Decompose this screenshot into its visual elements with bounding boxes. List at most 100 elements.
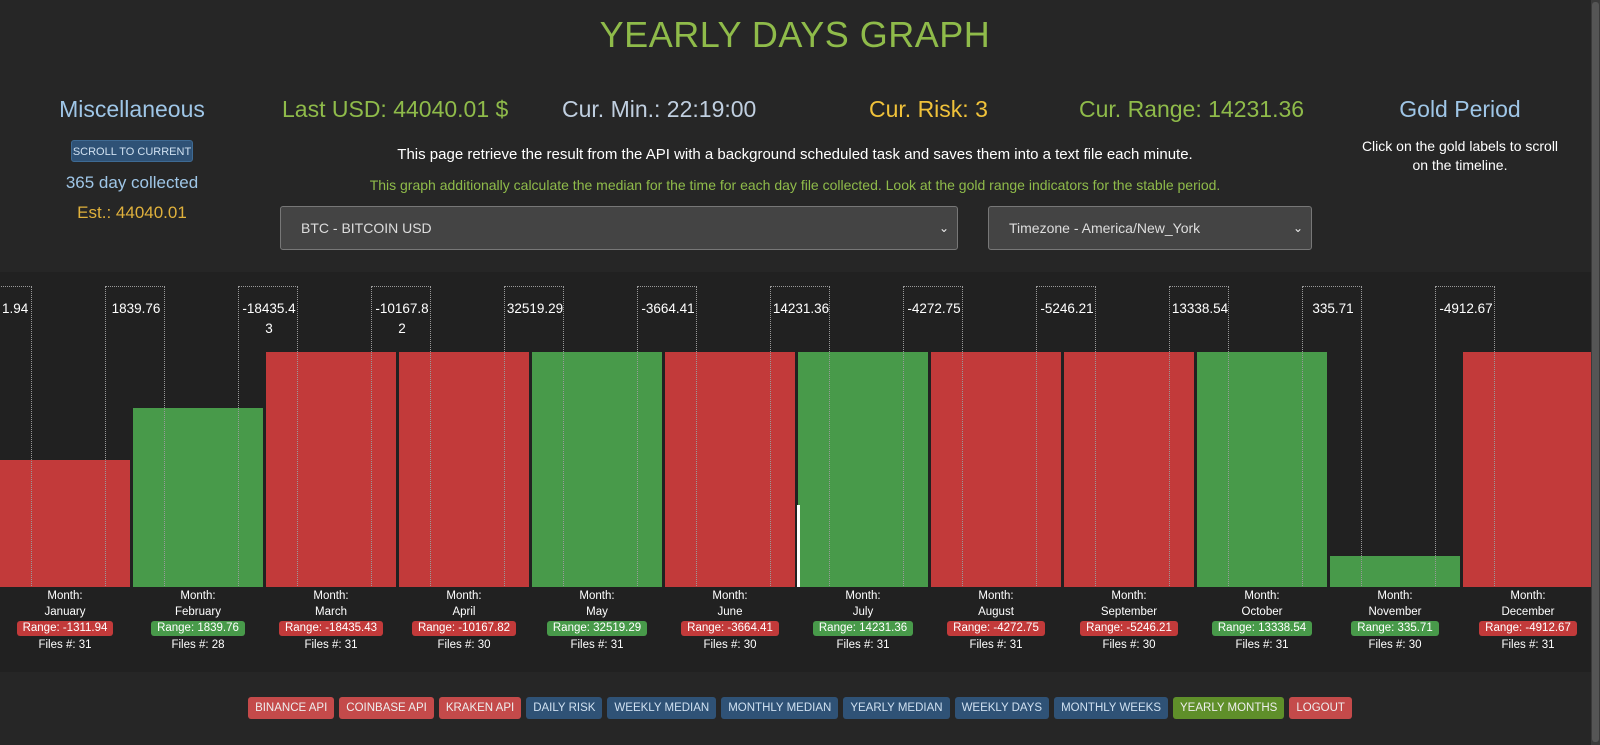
coinbase-api-button[interactable]: COINBASE API [339, 697, 434, 719]
current-minute: Cur. Min.: 22:19:00 [562, 96, 757, 122]
month-caption: Month: August Range: -4272.75 Files #: 31 [933, 588, 1059, 653]
month-prefix: Month: [579, 590, 615, 602]
kraken-api-button[interactable]: KRAKEN API [438, 697, 522, 719]
misc-title: Miscellaneous [59, 96, 205, 122]
footer-nav: BINANCE API COINBASE API KRAKEN API DAILY R… [0, 697, 1600, 719]
range-badge: Range: -4912.67 [1479, 621, 1577, 636]
range-marker [1302, 286, 1362, 586]
month-name: September [1100, 606, 1158, 618]
monthly-median-button[interactable]: MONTHLY MEDIAN [721, 697, 839, 719]
month-caption: Month: February Range: 1839.76 Files #: 28 [135, 588, 261, 653]
range-marker-label[interactable]: -3664.41 [641, 301, 695, 316]
coin-select[interactable]: BTC - BITCOIN USD ⌄ [280, 206, 958, 250]
range-marker [770, 286, 830, 586]
files-count: Files #: 30 [437, 639, 491, 651]
range-marker-label[interactable]: -10167.82 [375, 301, 429, 336]
bar-october [1197, 352, 1327, 587]
files-count: Files #: 31 [1501, 639, 1555, 651]
month-prefix: Month: [180, 590, 216, 602]
bar-february [133, 408, 263, 587]
weekly-days-button[interactable]: WEEKLY DAYS [954, 697, 1050, 719]
range-badge: Range: 1839.76 [151, 621, 245, 636]
month-caption: Month: April Range: -10167.82 Files #: 30 [401, 588, 527, 653]
range-marker [1036, 286, 1096, 586]
range-marker-label[interactable]: -18435.43 [242, 301, 296, 336]
files-count: Files #: 31 [570, 639, 624, 651]
scrollbar-thumb[interactable] [1592, 2, 1599, 742]
coin-select-value: BTC - BITCOIN USD [301, 220, 432, 236]
files-count: Files #: 30 [703, 639, 757, 651]
bar-january [0, 460, 130, 587]
month-prefix: Month: [313, 590, 349, 602]
page-title: YEARLY DAYS GRAPH [599, 14, 991, 55]
range-marker [0, 286, 32, 586]
bar-september [1064, 352, 1194, 587]
range-marker-label[interactable]: 335.71 [1312, 301, 1354, 316]
range-marker-label[interactable]: 32519.29 [506, 301, 564, 316]
month-name: November [1368, 606, 1422, 618]
current-risk: Cur. Risk: 3 [869, 96, 988, 122]
range-badge: Range: -5246.21 [1080, 621, 1178, 636]
range-badge: Range: -1311.94 [16, 621, 114, 636]
bar-november [1330, 556, 1460, 587]
chevron-down-icon: ⌄ [1292, 221, 1303, 235]
range-marker-label[interactable]: 1.94 [2, 301, 29, 316]
range-marker-label[interactable]: 14231.36 [772, 301, 830, 316]
files-count: Files #: 31 [38, 639, 92, 651]
graph-description: This graph additionally calculate the me… [369, 177, 1221, 193]
range-marker [1435, 286, 1495, 586]
month-name: February [174, 606, 222, 618]
range-badge: Range: 13338.54 [1211, 621, 1313, 636]
range-marker [238, 286, 298, 586]
month-prefix: Month: [1244, 590, 1280, 602]
month-caption: Month: June Range: -3664.41 Files #: 30 [667, 588, 793, 653]
month-name: March [315, 606, 347, 618]
month-prefix: Month: [978, 590, 1014, 602]
month-caption: Month: November Range: 335.71 Files #: 30 [1332, 588, 1458, 653]
estimate-value: Est.: 44040.01 [77, 203, 187, 222]
range-badge: Range: -4272.75 [947, 621, 1045, 636]
bar-july [798, 352, 928, 587]
gold-period-description: Click on the gold labels to scroll on th… [1361, 138, 1559, 173]
weekly-median-button[interactable]: WEEKLY MEDIAN [607, 697, 717, 719]
month-name: July [852, 606, 874, 618]
bar-december [1463, 352, 1593, 587]
yearly-median-button[interactable]: YEARLY MEDIAN [843, 697, 950, 719]
daily-risk-button[interactable]: DAILY RISK [526, 697, 603, 719]
bar-april [399, 352, 529, 587]
monthly-weeks-button[interactable]: MONTHLY WEEKS [1054, 697, 1168, 719]
month-name: June [717, 606, 743, 618]
month-prefix: Month: [1510, 590, 1546, 602]
binance-api-button[interactable]: BINANCE API [248, 697, 335, 719]
range-badge: Range: 32519.29 [546, 621, 648, 636]
files-count: Files #: 31 [969, 639, 1023, 651]
scroll-to-current-button[interactable]: SCROLL TO CURRENT [71, 140, 193, 162]
range-badge: Range: -3664.41 [681, 621, 779, 636]
range-marker [371, 286, 431, 586]
bar-august [931, 352, 1061, 587]
logout-button[interactable]: LOGOUT [1289, 697, 1352, 719]
range-marker-label[interactable]: 1839.76 [111, 301, 161, 316]
month-prefix: Month: [712, 590, 748, 602]
range-marker [903, 286, 963, 586]
files-count: Files #: 31 [1235, 639, 1289, 651]
yearly-months-button[interactable]: YEARLY MONTHS [1173, 697, 1285, 719]
month-caption: Month: December Range: -4912.67 Files #: 31 [1465, 588, 1591, 653]
range-marker-label[interactable]: -5246.21 [1040, 301, 1094, 316]
range-marker-label[interactable]: 13338.54 [1171, 301, 1229, 316]
files-count: Files #: 31 [836, 639, 890, 651]
range-marker [105, 286, 165, 586]
page-description: This page retrieve the result from the A… [397, 146, 1193, 163]
bar-may [532, 352, 662, 587]
files-count: Files #: 31 [304, 639, 358, 651]
range-marker-label[interactable]: -4272.75 [907, 301, 961, 316]
month-caption: Month: May Range: 32519.29 Files #: 31 [534, 588, 660, 653]
timezone-select[interactable]: Timezone - America/New_York ⌄ [988, 206, 1312, 250]
files-count: Files #: 30 [1102, 639, 1156, 651]
month-prefix: Month: [845, 590, 881, 602]
chevron-down-icon: ⌄ [938, 221, 949, 235]
month-name: August [978, 606, 1014, 618]
range-marker-label[interactable]: -4912.67 [1439, 301, 1493, 316]
month-caption: Month: September Range: -5246.21 Files #: 3… [1066, 588, 1192, 653]
range-badge: Range: -10167.82 [411, 621, 517, 636]
